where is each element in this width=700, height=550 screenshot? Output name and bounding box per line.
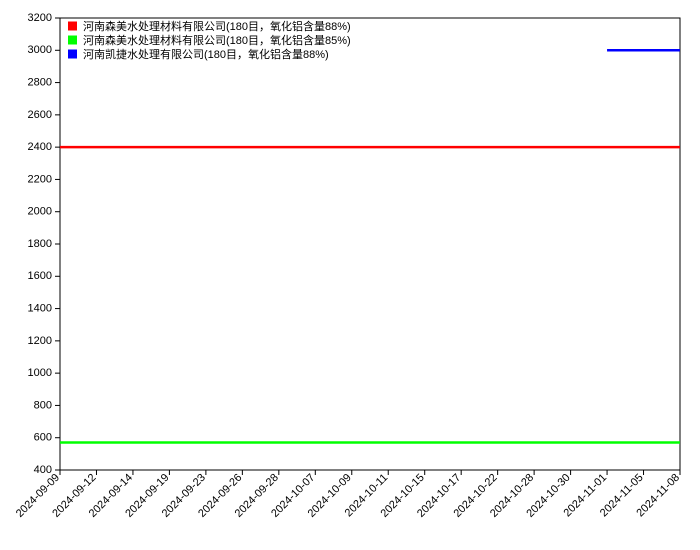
y-tick-label: 1200	[28, 335, 52, 347]
legend-swatch	[68, 22, 77, 31]
y-tick-label: 800	[34, 399, 52, 411]
y-tick-label: 400	[34, 464, 52, 476]
line-chart: 400 600 800 1000 1200 1400 1600 1800 2000 2200 240…	[0, 0, 700, 550]
y-tick-label: 3000	[28, 44, 52, 56]
y-tick-label: 2200	[28, 173, 52, 185]
legend-label: 河南森美水处理材料有限公司(180目，氧化铝含量85%)	[83, 33, 351, 47]
y-tick-label: 1800	[28, 238, 52, 250]
plot-border	[60, 18, 680, 470]
y-tick-label: 2400	[28, 141, 52, 153]
y-tick-label: 2600	[28, 109, 52, 121]
y-tick-label: 1000	[28, 367, 52, 379]
y-tick-label: 600	[34, 432, 52, 444]
y-tick-label: 1400	[28, 302, 52, 314]
legend-swatch	[68, 36, 77, 45]
legend-swatch	[68, 50, 77, 59]
y-tick-label: 2800	[28, 76, 52, 88]
chart-container: 400 600 800 1000 1200 1400 1600 1800 2000 2200 240…	[0, 0, 700, 550]
y-tick-label: 1600	[28, 270, 52, 282]
y-tick-label: 2000	[28, 206, 52, 218]
legend-label: 河南凯捷水处理有限公司(180目，氧化铝含量88%)	[83, 47, 329, 61]
legend-label: 河南森美水处理材料有限公司(180目，氧化铝含量88%)	[83, 19, 351, 33]
y-tick-label: 3200	[28, 12, 52, 24]
